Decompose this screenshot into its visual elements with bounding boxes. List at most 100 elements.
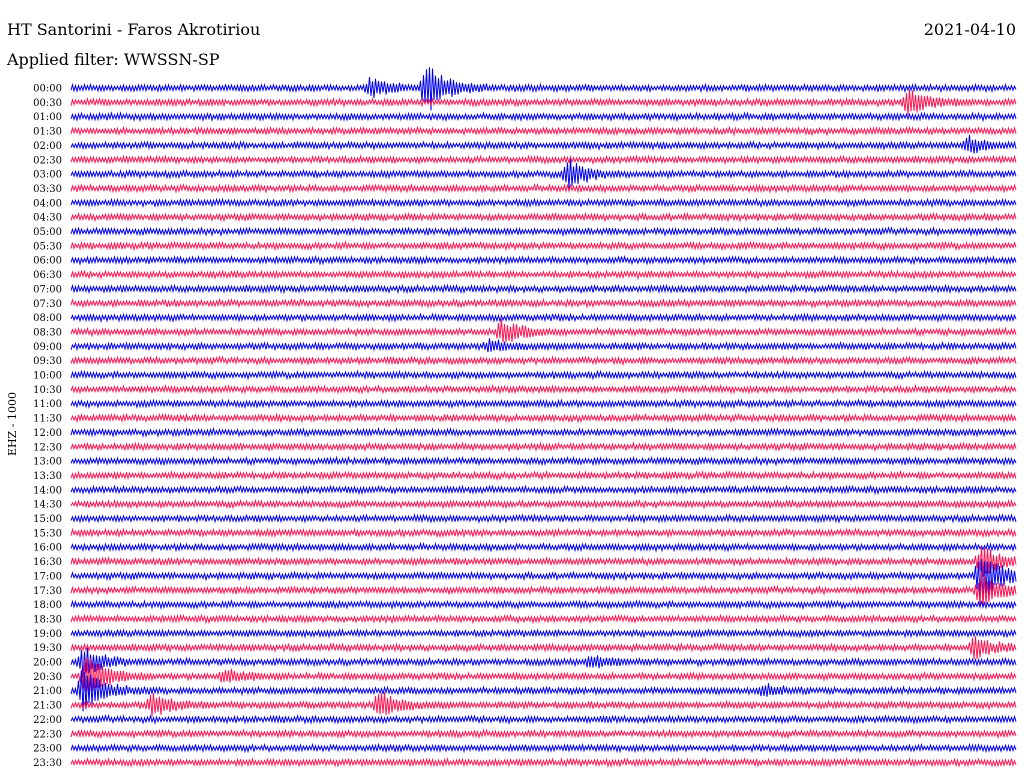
- trace-line: [70, 541, 1017, 553]
- trace-line: [70, 455, 1017, 467]
- trace-line: [70, 134, 1017, 154]
- filter-label: Applied filter: WWSSN-SP: [7, 50, 220, 69]
- trace-line: [70, 441, 1017, 453]
- seismic-traces: [70, 67, 1017, 768]
- tick-label: 14:30: [33, 500, 62, 511]
- tick-label: 11:00: [33, 399, 62, 410]
- tick-label: 17:30: [33, 586, 62, 597]
- trace-line: [70, 670, 1017, 712]
- trace-line: [70, 527, 1017, 539]
- tick-label: 19:30: [33, 643, 62, 654]
- tick-label: 06:00: [33, 256, 62, 267]
- trace-line: [70, 692, 1017, 717]
- trace-line: [70, 546, 1017, 577]
- tick-label: 03:00: [33, 170, 62, 181]
- trace-line: [70, 67, 1017, 111]
- trace-line: [70, 512, 1017, 524]
- tick-label: 10:30: [33, 385, 62, 396]
- tick-label: 15:00: [33, 514, 62, 525]
- tick-label: 02:30: [33, 155, 62, 166]
- tick-label: 22:00: [33, 715, 62, 726]
- tick-label: 18:30: [33, 614, 62, 625]
- trace-line: [70, 647, 1017, 678]
- tick-label: 16:00: [33, 543, 62, 554]
- trace-line: [70, 283, 1017, 295]
- tick-label: 05:30: [33, 241, 62, 252]
- tick-label: 16:30: [33, 557, 62, 568]
- trace-line: [70, 154, 1017, 166]
- trace-line: [70, 636, 1017, 660]
- row-tick-labels: 00:00 00:30 01:00 01:30 02:00 02:30 03:00 03:30…: [33, 84, 62, 769]
- trace-line: [70, 627, 1017, 639]
- tick-label: 17:00: [33, 571, 62, 582]
- tick-label: 18:00: [33, 600, 62, 611]
- tick-label: 08:00: [33, 313, 62, 324]
- tick-label: 04:00: [33, 198, 62, 209]
- tick-label: 13:00: [33, 457, 62, 468]
- tick-label: 07:30: [33, 299, 62, 310]
- station-title: HT Santorini - Faros Akrotiriou: [7, 20, 261, 39]
- tick-label: 21:00: [33, 686, 62, 697]
- trace-line: [70, 369, 1017, 381]
- trace-line: [70, 383, 1017, 395]
- tick-label: 12:00: [33, 428, 62, 439]
- tick-label: 05:00: [33, 227, 62, 238]
- tick-label: 21:30: [33, 701, 62, 712]
- trace-line: [70, 240, 1017, 252]
- trace-line: [70, 89, 1017, 116]
- trace-line: [70, 742, 1017, 754]
- trace-line: [70, 182, 1017, 194]
- tick-label: 01:30: [33, 127, 62, 138]
- tick-label: 04:30: [33, 213, 62, 224]
- trace-line: [70, 469, 1017, 481]
- tick-label: 06:30: [33, 270, 62, 281]
- trace-line: [70, 559, 1017, 602]
- tick-label: 20:00: [33, 658, 62, 669]
- tick-label: 09:30: [33, 356, 62, 367]
- trace-line: [70, 297, 1017, 309]
- tick-label: 11:30: [33, 414, 62, 425]
- tick-label: 20:30: [33, 672, 62, 683]
- trace-line: [70, 613, 1017, 625]
- trace-line: [70, 598, 1017, 611]
- trace-line: [70, 412, 1017, 424]
- trace-line: [70, 355, 1017, 367]
- trace-line: [70, 197, 1017, 209]
- trace-line: [70, 713, 1017, 726]
- tick-label: 22:30: [33, 729, 62, 740]
- trace-line: [70, 656, 1017, 697]
- tick-label: 00:30: [33, 98, 62, 109]
- tick-label: 19:00: [33, 629, 62, 640]
- trace-line: [70, 111, 1017, 123]
- tick-label: 15:30: [33, 528, 62, 539]
- tick-label: 12:30: [33, 442, 62, 453]
- tick-label: 09:00: [33, 342, 62, 353]
- trace-line: [70, 254, 1017, 266]
- tick-label: 23:00: [33, 744, 62, 755]
- tick-label: 23:30: [33, 758, 62, 769]
- tick-label: 14:00: [33, 485, 62, 496]
- tick-label: 07:00: [33, 284, 62, 295]
- trace-line: [70, 498, 1017, 510]
- trace-line: [70, 125, 1017, 137]
- tick-label: 00:00: [33, 84, 62, 95]
- trace-line: [70, 319, 1017, 343]
- tick-label: 10:00: [33, 371, 62, 382]
- trace-line: [70, 756, 1017, 768]
- trace-line: [70, 398, 1017, 410]
- tick-label: 13:30: [33, 471, 62, 482]
- tick-label: 03:30: [33, 184, 62, 195]
- record-date: 2021-04-10: [923, 20, 1016, 39]
- trace-line: [70, 312, 1017, 324]
- trace-line: [70, 211, 1017, 223]
- tick-label: 02:00: [33, 141, 62, 152]
- tick-label: 01:00: [33, 112, 62, 123]
- trace-line: [70, 728, 1017, 740]
- trace-line: [70, 426, 1017, 438]
- trace-line: [70, 571, 1017, 607]
- trace-line: [70, 226, 1017, 238]
- tick-label: 08:30: [33, 327, 62, 338]
- trace-line: [70, 338, 1017, 353]
- trace-line: [70, 484, 1017, 496]
